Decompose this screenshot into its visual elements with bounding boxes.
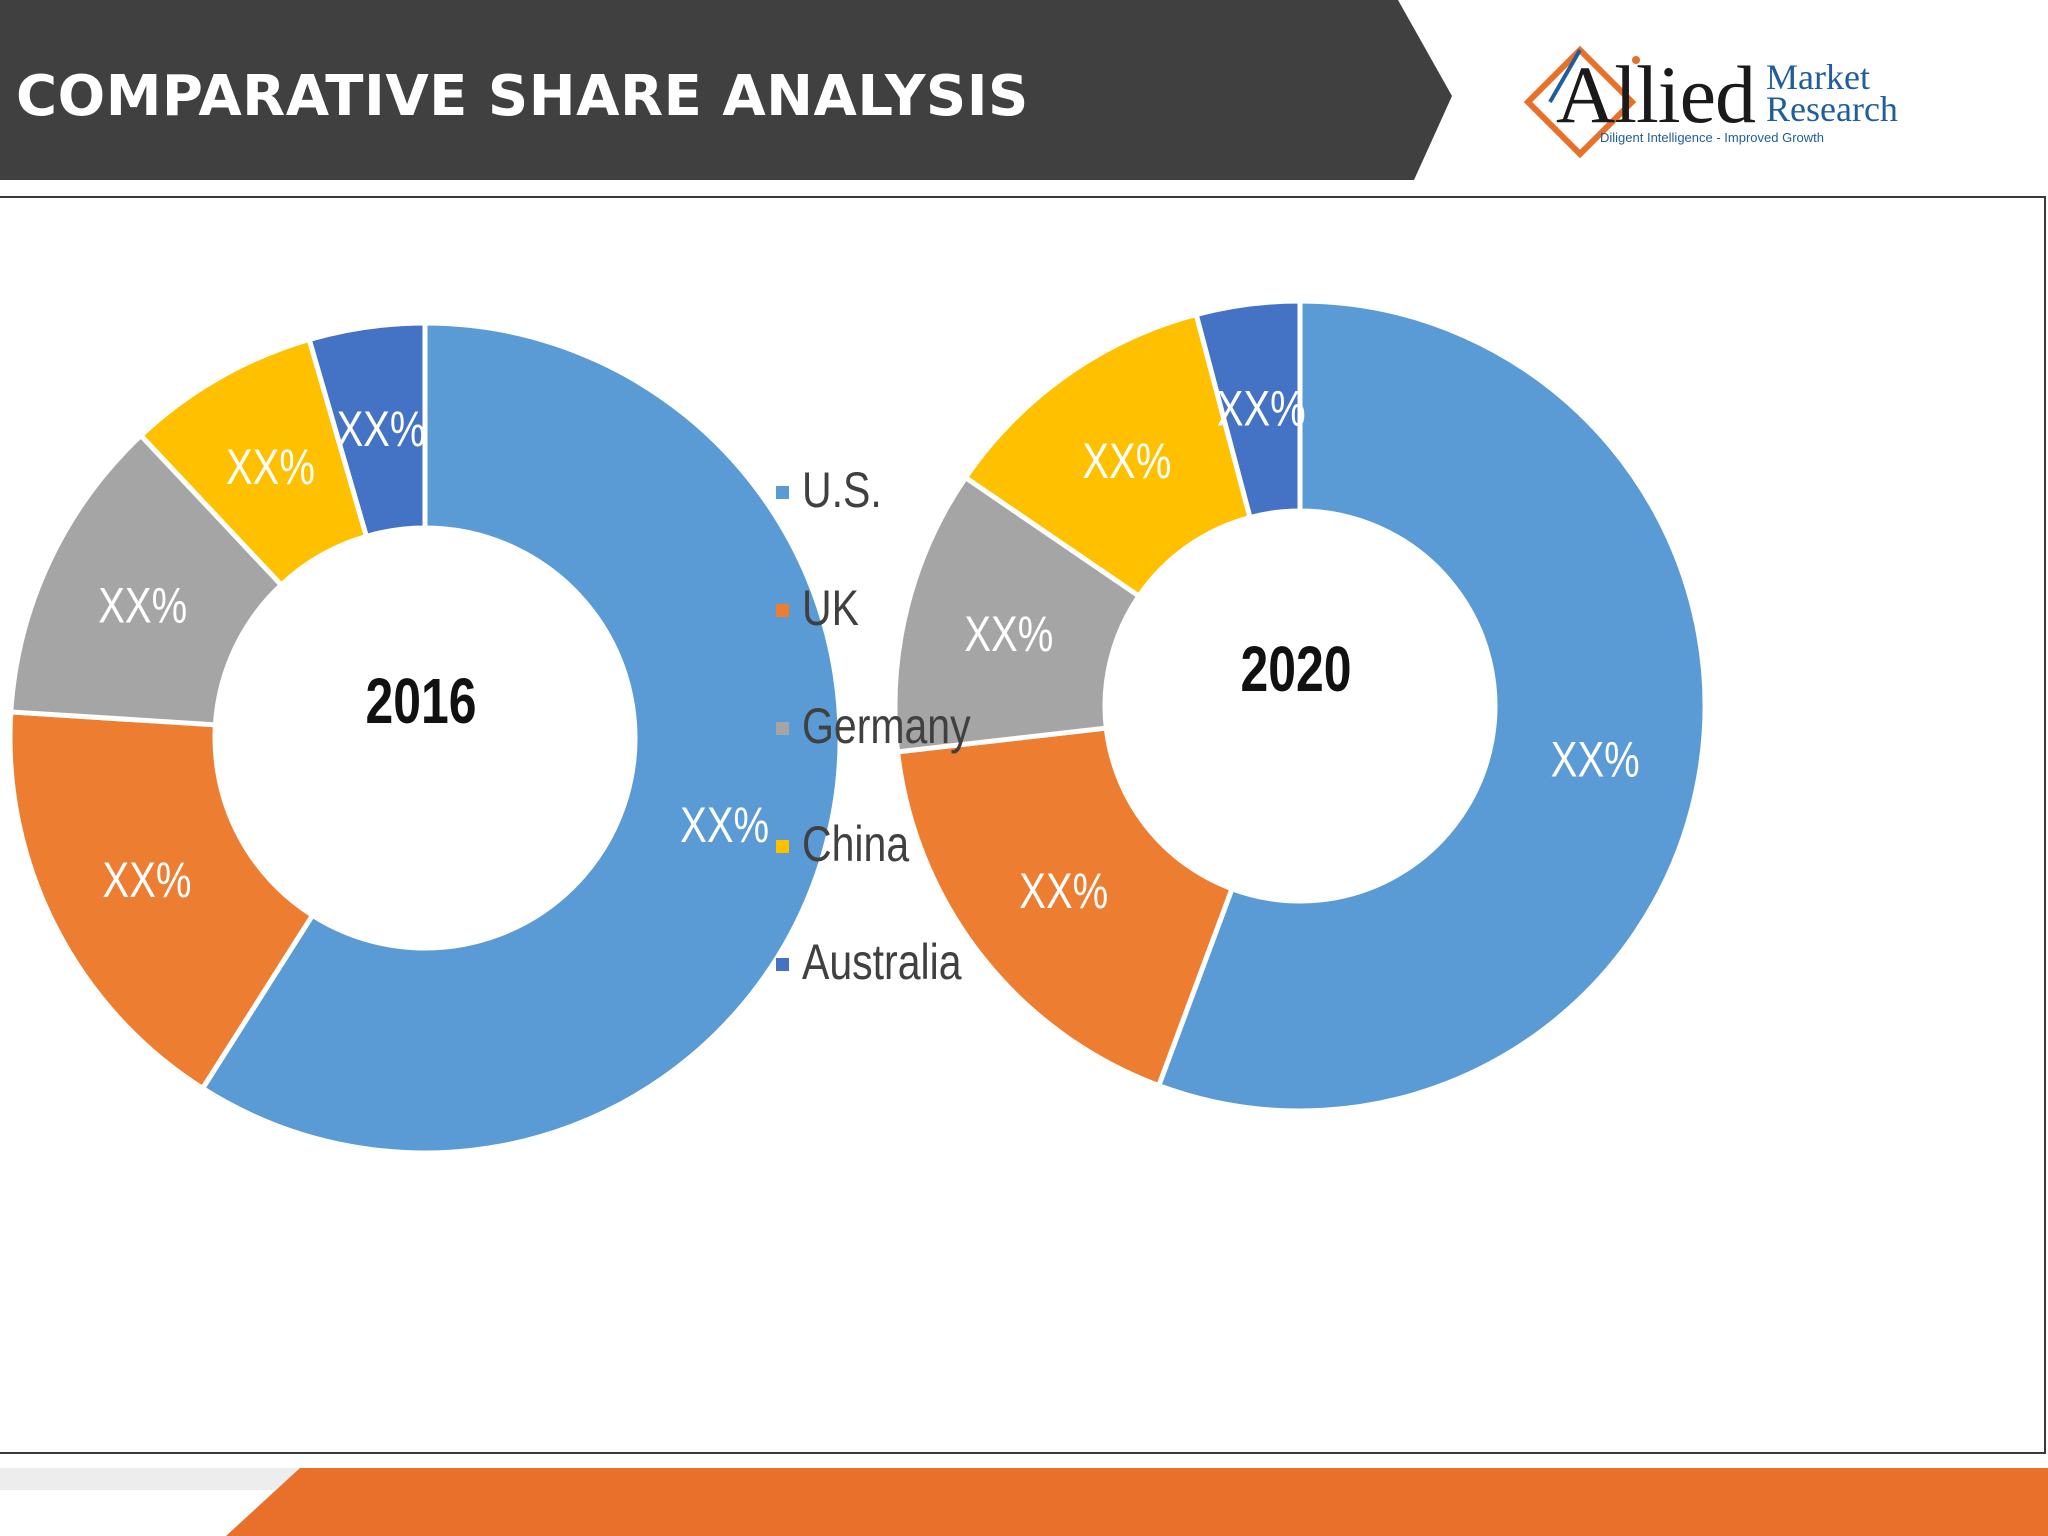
donut-chart-2020: XX% XX% XX% XX% XX% 2020	[892, 298, 1708, 1114]
legend-item-us: U.S.	[770, 460, 1010, 520]
legend-swatch-uk	[776, 604, 789, 617]
legend-item-australia: Australia	[770, 932, 1010, 992]
legend-label-uk: UK	[802, 580, 859, 636]
header-arrow-shape	[0, 0, 1452, 180]
data-label-u-s-2020: XX%	[1551, 731, 1640, 787]
slice-china-2020	[962, 311, 1254, 600]
legend-item-china: China	[770, 814, 1010, 874]
legend-label-us: U.S.	[802, 462, 882, 518]
allied-market-research-logo: Allied Market Research Diligent Intellig…	[1520, 42, 1910, 162]
legend-label-china: China	[802, 816, 910, 872]
data-label-china-2016: XX%	[226, 439, 315, 495]
data-label-uk-2020: XX%	[1019, 863, 1108, 919]
slice-uk-2016	[7, 709, 316, 1092]
legend-item-uk: UK	[770, 578, 1010, 638]
legend-swatch-australia	[776, 958, 789, 971]
footer-bar	[0, 1460, 2048, 1536]
data-label-australia-2020: XX%	[1217, 380, 1306, 436]
legend-swatch-germany	[776, 722, 789, 735]
donut-chart-2016: XX% XX% XX% XX% XX% 2016	[7, 320, 843, 1156]
slice-germany-2020	[892, 474, 1143, 755]
logo-wordmark-market: Market	[1766, 57, 1870, 97]
slice-germany-2016	[8, 431, 285, 728]
data-label-germany-2020: XX%	[964, 606, 1053, 662]
data-label-germany-2016: XX%	[98, 577, 187, 633]
header-bar: COMPARATIVE SHARE ANALYSIS	[0, 0, 1460, 180]
slice-u-s-2020	[1155, 298, 1708, 1114]
footer-accent-shape	[0, 1468, 2048, 1536]
legend-swatch-us	[776, 486, 789, 499]
legend-item-germany: Germany	[770, 696, 1010, 756]
slice-u-s-2016	[199, 320, 843, 1156]
legend-label-germany: Germany	[802, 698, 971, 754]
center-label-2020: 2020	[1240, 634, 1351, 705]
slice-australia-2020	[1193, 298, 1303, 521]
data-label-australia-2016: XX%	[337, 401, 426, 457]
data-label-uk-2016: XX%	[103, 851, 192, 907]
logo-tagline: Diligent Intelligence - Improved Growth	[1600, 130, 1824, 145]
data-label-china-2020: XX%	[1082, 433, 1171, 489]
data-label-u-s-2016: XX%	[680, 797, 769, 853]
slice-uk-2020	[894, 725, 1236, 1089]
legend-swatch-china	[776, 840, 789, 853]
center-label-2016: 2016	[365, 666, 476, 737]
page-title: COMPARATIVE SHARE ANALYSIS	[16, 64, 1029, 129]
legend-label-australia: Australia	[802, 934, 962, 990]
logo-wordmark-research: Research	[1766, 89, 1898, 129]
logo-diamond-icon	[1523, 45, 1640, 159]
logo-wordmark-allied: Allied	[1556, 49, 1756, 140]
slice-australia-2016	[306, 320, 428, 540]
